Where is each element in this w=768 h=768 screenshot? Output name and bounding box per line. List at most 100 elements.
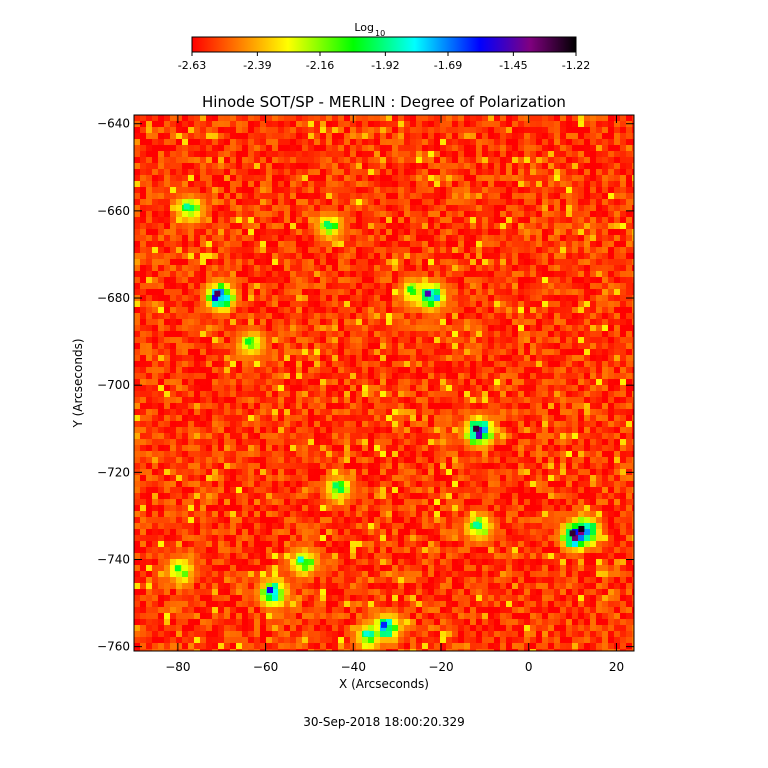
heatmap-cell bbox=[410, 211, 416, 217]
heatmap-cell bbox=[350, 175, 356, 181]
heatmap-cell bbox=[140, 115, 146, 121]
heatmap-cell bbox=[362, 271, 368, 277]
heatmap-cell bbox=[422, 355, 428, 361]
heatmap-cell bbox=[626, 409, 632, 415]
heatmap-cell bbox=[560, 391, 566, 397]
heatmap-cell bbox=[368, 367, 374, 373]
heatmap-cell bbox=[374, 361, 380, 367]
heatmap-cell bbox=[290, 145, 296, 151]
heatmap-cell bbox=[500, 325, 506, 331]
heatmap-cell bbox=[596, 157, 602, 163]
heatmap-cell bbox=[206, 373, 212, 379]
heatmap-cell bbox=[470, 187, 476, 193]
heatmap-cell bbox=[590, 427, 596, 433]
heatmap-cell bbox=[320, 163, 326, 169]
heatmap-cell bbox=[266, 151, 272, 157]
heatmap-cell bbox=[206, 391, 212, 397]
heatmap-cell bbox=[272, 433, 278, 439]
heatmap-cell bbox=[284, 403, 290, 409]
heatmap-cell bbox=[392, 457, 398, 463]
heatmap-cell bbox=[200, 193, 206, 199]
heatmap-cell bbox=[194, 313, 200, 319]
heatmap-cell bbox=[524, 181, 530, 187]
heatmap-cell bbox=[566, 415, 572, 421]
heatmap-cell bbox=[446, 319, 452, 325]
heatmap-cell bbox=[272, 451, 278, 457]
heatmap-cell bbox=[278, 181, 284, 187]
heatmap-cell bbox=[302, 169, 308, 175]
heatmap-cell bbox=[134, 331, 140, 337]
heatmap-cell bbox=[164, 415, 170, 421]
heatmap-cell bbox=[506, 133, 512, 139]
heatmap-cell bbox=[290, 325, 296, 331]
heatmap-cell bbox=[284, 373, 290, 379]
heatmap-cell bbox=[152, 445, 158, 451]
heatmap-cell bbox=[218, 451, 224, 457]
heatmap-cell bbox=[590, 421, 596, 427]
heatmap-cell bbox=[320, 349, 326, 355]
heatmap-cell bbox=[296, 163, 302, 169]
heatmap-cell bbox=[314, 457, 320, 463]
heatmap-cell bbox=[182, 403, 188, 409]
heatmap-cell bbox=[548, 229, 554, 235]
heatmap-cell bbox=[440, 367, 446, 373]
heatmap-cell bbox=[224, 349, 230, 355]
heatmap-cell bbox=[446, 163, 452, 169]
heatmap-cell bbox=[248, 349, 254, 355]
heatmap-cell bbox=[458, 385, 464, 391]
heatmap-cell bbox=[554, 313, 560, 319]
heatmap-cell bbox=[242, 193, 248, 199]
heatmap-cell bbox=[272, 409, 278, 415]
heatmap-cell bbox=[530, 205, 536, 211]
heatmap-cell bbox=[620, 313, 626, 319]
heatmap-cell bbox=[488, 463, 494, 469]
heatmap-cell bbox=[590, 181, 596, 187]
heatmap-cell bbox=[596, 373, 602, 379]
heatmap-cell bbox=[296, 409, 302, 415]
heatmap-cell bbox=[440, 151, 446, 157]
heatmap-cell bbox=[536, 193, 542, 199]
heatmap-cell bbox=[242, 223, 248, 229]
heatmap-cell bbox=[320, 217, 326, 223]
heatmap-cell bbox=[440, 331, 446, 337]
heatmap-cell bbox=[350, 205, 356, 211]
heatmap-cell bbox=[176, 433, 182, 439]
heatmap-cell bbox=[254, 271, 260, 277]
heatmap-cell bbox=[602, 421, 608, 427]
heatmap-cell bbox=[470, 223, 476, 229]
heatmap-cell bbox=[266, 307, 272, 313]
heatmap-cell bbox=[170, 259, 176, 265]
heatmap-cell bbox=[182, 379, 188, 385]
heatmap-cell bbox=[626, 265, 632, 271]
heatmap-cell bbox=[464, 409, 470, 415]
heatmap-cell bbox=[572, 355, 578, 361]
heatmap-cell bbox=[524, 253, 530, 259]
heatmap-cell bbox=[416, 301, 422, 307]
heatmap-cell bbox=[530, 115, 536, 121]
heatmap-cell bbox=[386, 265, 392, 271]
heatmap-cell bbox=[308, 271, 314, 277]
heatmap-cell bbox=[314, 325, 320, 331]
heatmap-cell bbox=[332, 403, 338, 409]
heatmap-cell bbox=[416, 223, 422, 229]
heatmap-cell bbox=[584, 283, 590, 289]
heatmap-cell bbox=[146, 127, 152, 133]
heatmap-cell bbox=[542, 349, 548, 355]
heatmap-cell bbox=[398, 457, 404, 463]
heatmap-cell bbox=[542, 337, 548, 343]
heatmap-cell bbox=[560, 331, 566, 337]
heatmap-cell bbox=[338, 397, 344, 403]
heatmap-cell bbox=[434, 223, 440, 229]
heatmap-cell bbox=[536, 445, 542, 451]
heatmap-cell bbox=[452, 325, 458, 331]
heatmap-cell bbox=[200, 445, 206, 451]
heatmap-cell bbox=[566, 187, 572, 193]
heatmap-cell bbox=[326, 115, 332, 121]
heatmap-cell bbox=[212, 361, 218, 367]
heatmap-cell bbox=[338, 415, 344, 421]
heatmap-cell bbox=[164, 157, 170, 163]
heatmap-cell bbox=[344, 379, 350, 385]
heatmap-cell bbox=[548, 145, 554, 151]
heatmap-cell bbox=[548, 169, 554, 175]
heatmap-cell bbox=[530, 277, 536, 283]
